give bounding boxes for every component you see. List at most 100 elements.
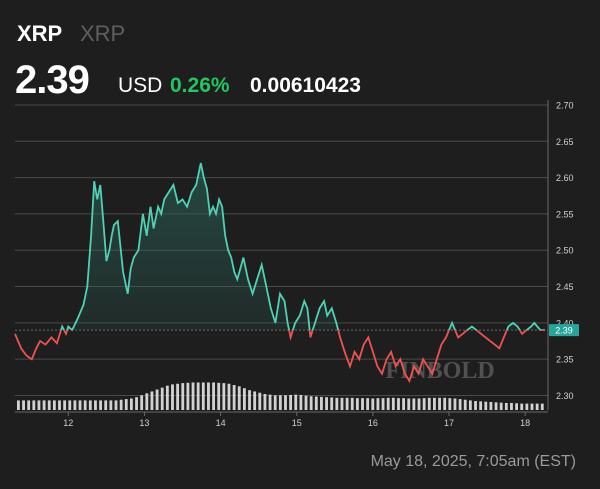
volume-bar — [520, 403, 524, 410]
volume-bar — [63, 400, 67, 410]
volume-bar — [227, 383, 231, 410]
x-tick-label: 15 — [292, 418, 302, 428]
volume-bar — [289, 394, 293, 410]
volume-bar — [345, 397, 349, 410]
volume-bar — [140, 395, 144, 410]
chart-card: XRP XRP 2.39 USD 0.26% 0.00610423 FINBOL… — [14, 21, 579, 428]
volume-bar — [124, 399, 128, 410]
volume-bar — [181, 383, 185, 410]
volume-bar — [489, 402, 493, 410]
volume-bar — [109, 400, 113, 410]
current-price: 2.39 — [15, 58, 90, 102]
volume-bar — [196, 382, 200, 410]
volume-bar — [268, 394, 272, 410]
volume-bar — [47, 400, 51, 410]
volume-bar — [484, 401, 488, 410]
volume-bar — [515, 403, 518, 410]
volume-bar — [299, 394, 303, 410]
volume-bar — [530, 403, 534, 410]
volume-bar — [171, 384, 174, 410]
volume-bar — [381, 398, 385, 410]
volume-bar — [242, 388, 246, 410]
volume-bar — [443, 397, 447, 410]
volume-bar — [22, 400, 25, 410]
y-tick-label: 2.35 — [556, 355, 574, 365]
volume-bar — [160, 387, 164, 410]
volume-bar — [94, 400, 97, 410]
volume-bar — [258, 392, 262, 410]
volume-bar — [453, 398, 457, 410]
volume-bar — [504, 402, 508, 410]
price-change: 0.26% — [170, 74, 230, 97]
volume-bar — [42, 400, 46, 410]
volume-bar — [263, 394, 267, 410]
x-tick-label: 12 — [63, 418, 73, 428]
volume-bar — [540, 403, 544, 410]
volume-bar — [222, 383, 226, 410]
currency-label: USD — [118, 74, 163, 97]
volume-bar — [27, 400, 31, 410]
volume-bar — [58, 400, 61, 410]
y-tick-label: 2.40 — [556, 318, 574, 328]
volume-bar — [427, 397, 431, 410]
area-fill — [15, 163, 545, 331]
volume-bar — [78, 400, 82, 410]
volume-bar — [294, 394, 298, 410]
volume-bar — [99, 400, 102, 410]
price-tag-label: 2.39 — [555, 326, 573, 336]
volume-bar — [253, 391, 257, 410]
volume-bar — [52, 400, 56, 410]
volume-bar — [314, 396, 318, 410]
volume-bar — [104, 400, 108, 410]
volume-bar — [304, 395, 308, 410]
volume-bar — [422, 398, 426, 410]
volume-bar — [371, 398, 375, 410]
y-tick-label: 2.65 — [556, 137, 574, 147]
volume-bar — [386, 397, 390, 410]
price-chart: FINBOLD 2.302.352.402.452.502.552.602.65… — [14, 100, 579, 428]
volume-bar — [350, 397, 354, 410]
price-line-above — [60, 162, 545, 331]
volume-bar — [494, 402, 498, 410]
volume-bar — [88, 400, 92, 410]
asset-ticker: XRP — [80, 21, 126, 46]
asset-name: XRP — [17, 21, 63, 46]
volume-bar — [17, 400, 20, 410]
volume-bar — [114, 400, 118, 410]
volume-bar — [391, 397, 395, 410]
volume-bar — [119, 399, 123, 410]
volume-bar — [201, 382, 205, 410]
volume-bar — [284, 395, 287, 410]
y-tick-label: 2.60 — [556, 173, 574, 183]
volume-bar — [150, 391, 154, 410]
volume-bar — [340, 397, 344, 410]
volume-bar — [320, 396, 323, 410]
volume-bar — [417, 398, 421, 410]
volume-bar — [412, 398, 416, 410]
volume-bar — [535, 403, 539, 410]
volume-bar — [32, 400, 36, 410]
volume-bar — [309, 396, 313, 410]
volume-bar — [248, 390, 251, 410]
x-axis: 12 13 14 15 16 17 18 — [15, 411, 548, 428]
volume-bar — [433, 397, 436, 410]
y-axis: 2.30 2.35 2.40 2.45 2.50 2.55 2.60 2.65 2.70 — [547, 100, 574, 410]
x-tick-label: 14 — [216, 418, 226, 428]
volume-bar — [207, 382, 210, 410]
volume-bar — [376, 398, 380, 410]
volume-bar — [438, 397, 441, 410]
volume-bar — [165, 385, 169, 410]
volume-bar — [37, 400, 41, 410]
y-tick-label: 2.50 — [556, 246, 574, 256]
timestamp: May 18, 2025, 7:05am (EST) — [370, 453, 576, 470]
volume-bar — [525, 403, 529, 410]
volume-bar — [145, 393, 149, 410]
volume-bar — [355, 398, 359, 410]
volume-bar — [463, 399, 467, 410]
volume-bar — [186, 382, 190, 410]
volume-bar — [217, 382, 221, 410]
volume-bar — [448, 398, 452, 410]
x-tick-label: 17 — [444, 418, 454, 428]
x-tick-label: 18 — [520, 418, 530, 428]
volume-bar — [278, 395, 282, 410]
